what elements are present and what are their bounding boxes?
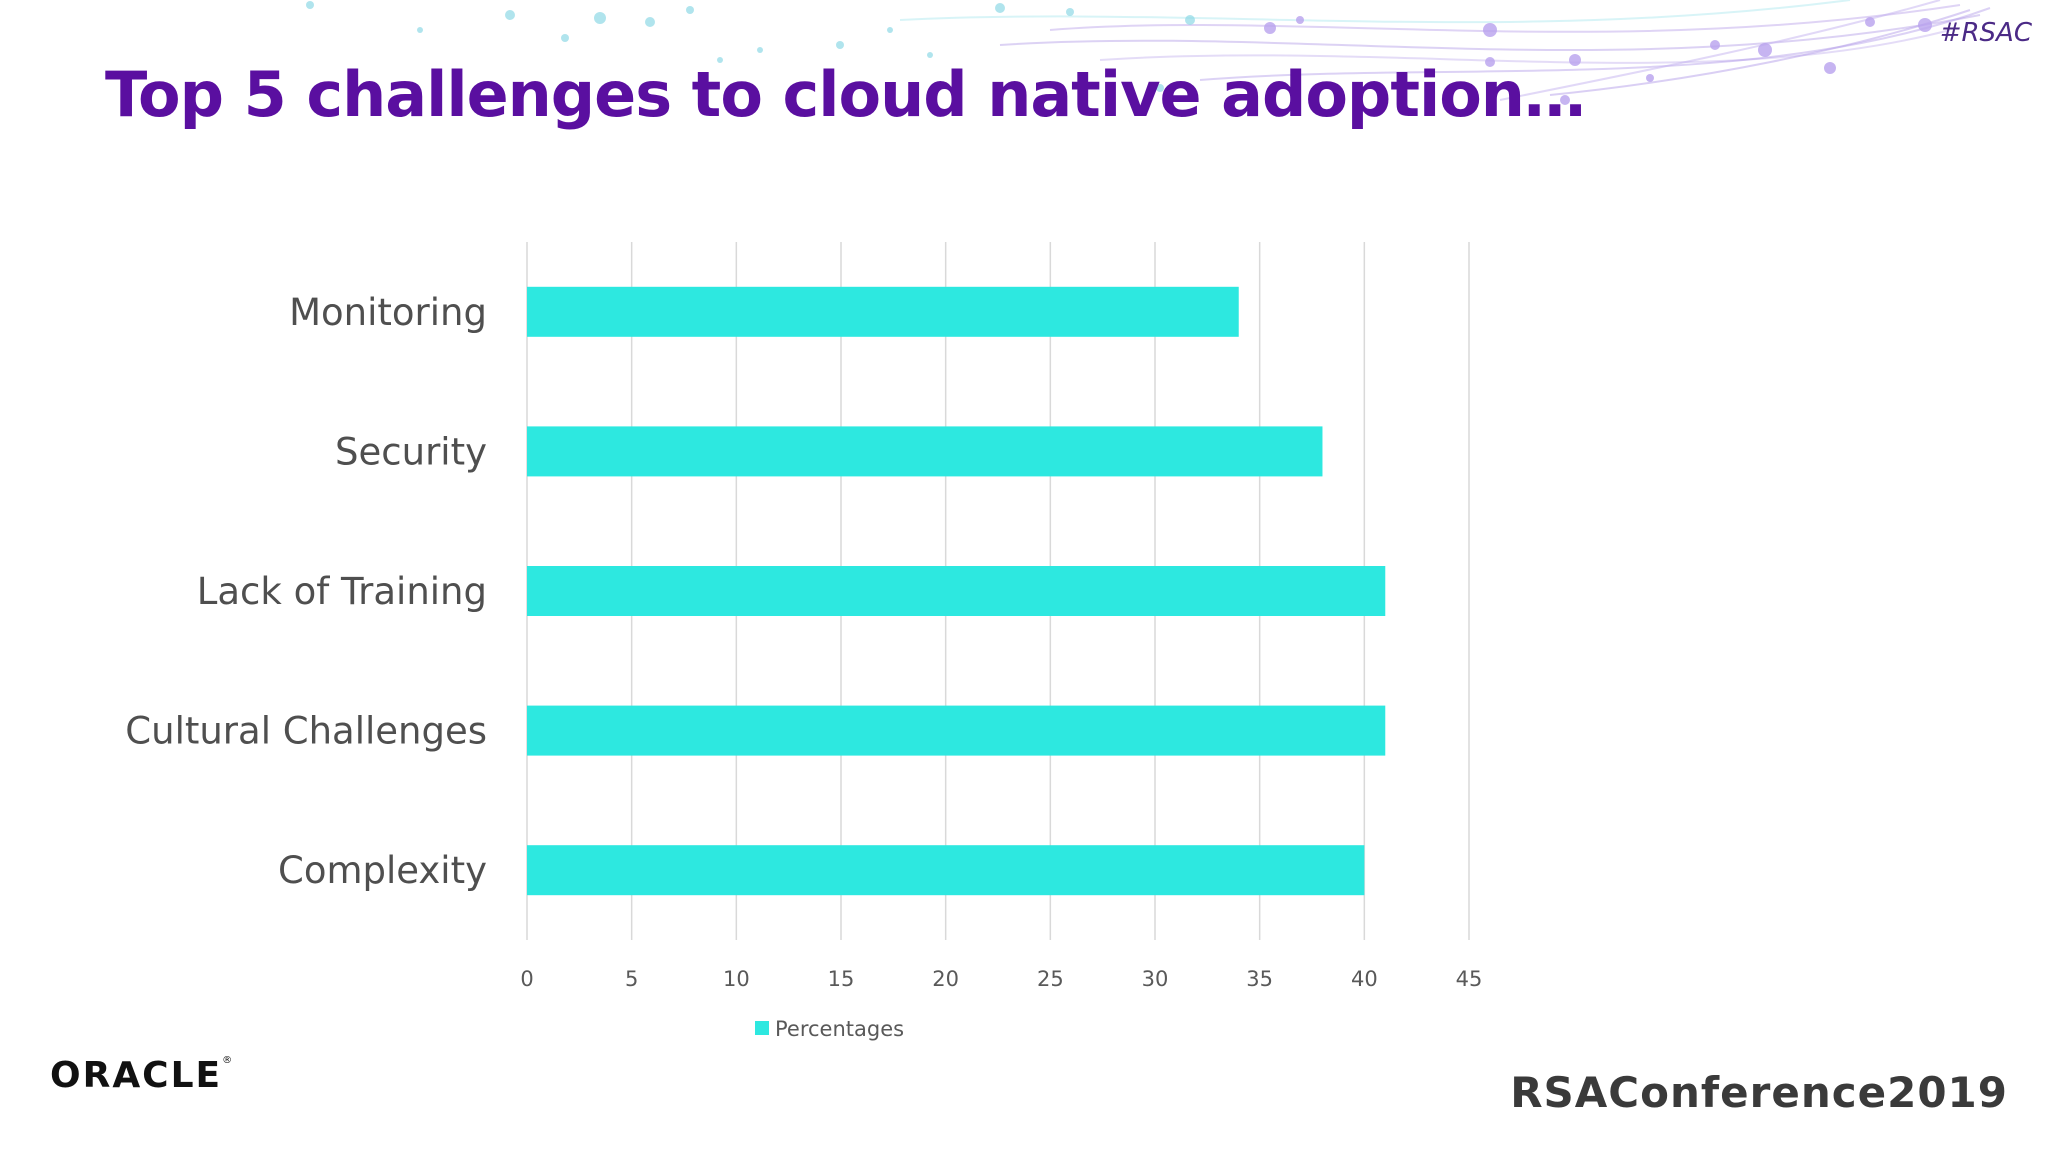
- legend-label: Percentages: [775, 1017, 904, 1041]
- category-label: Lack of Training: [197, 570, 487, 613]
- chart-legend: Percentages: [755, 1017, 904, 1041]
- x-tick-label: 20: [932, 967, 959, 991]
- category-label: Complexity: [278, 849, 487, 892]
- slide-title: Top 5 challenges to cloud native adoptio…: [105, 58, 1586, 131]
- oracle-logo-text: ORACLE: [50, 1055, 223, 1096]
- x-tick-label: 5: [625, 967, 638, 991]
- bar: [527, 286, 1239, 337]
- x-tick-label: 40: [1351, 967, 1378, 991]
- chart-category-labels: Monitoring Security Lack of Training Cultur…: [125, 291, 487, 892]
- category-label: Security: [335, 430, 487, 473]
- bar: [527, 566, 1386, 616]
- x-tick-label: 10: [723, 967, 750, 991]
- registered-mark: ®: [222, 1055, 235, 1066]
- chart-bars: [527, 286, 1386, 896]
- x-tick-label: 0: [520, 967, 533, 991]
- bar: [527, 845, 1365, 896]
- x-tick-label: 45: [1456, 967, 1483, 991]
- x-tick-label: 15: [828, 967, 855, 991]
- hashtag-rsac: #RSAC: [1939, 18, 2032, 48]
- legend-swatch: [755, 1021, 769, 1035]
- rsa-conference-logo: RSAConference2019: [1510, 1068, 2008, 1117]
- x-tick-label: 30: [1142, 967, 1169, 991]
- category-label: Monitoring: [289, 291, 487, 334]
- rsa-logo-text: RSAConference2019: [1510, 1068, 2008, 1117]
- chart-x-ticks: 0 5 10 15 20 25 30 35 40 45: [520, 967, 1482, 991]
- bar: [527, 426, 1323, 477]
- header-network-decoration: [306, 0, 1991, 105]
- x-tick-label: 35: [1246, 967, 1273, 991]
- category-label: Cultural Challenges: [125, 710, 487, 753]
- oracle-logo: ORACLE®: [50, 1055, 234, 1096]
- x-tick-label: 25: [1037, 967, 1064, 991]
- bar: [527, 705, 1386, 756]
